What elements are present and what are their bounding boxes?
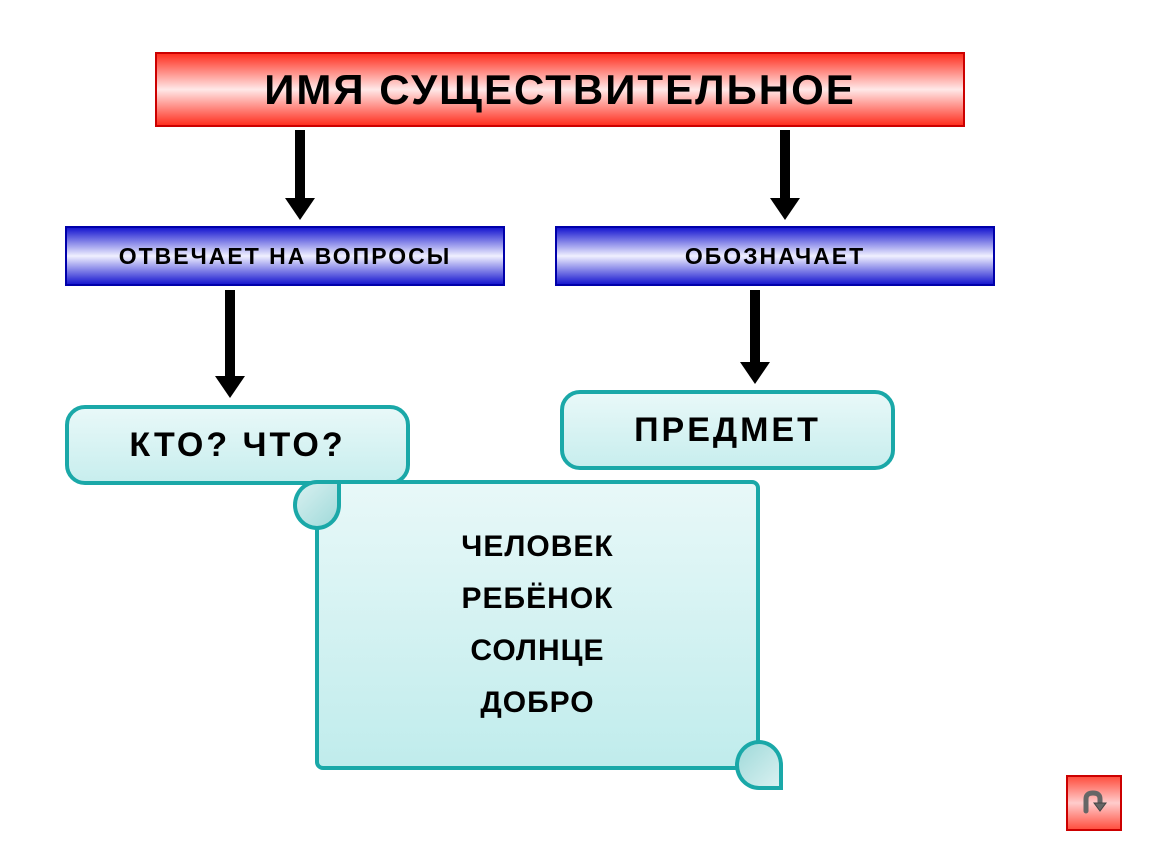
- mid-left-box: ОТВЕЧАЕТ НА ВОПРОСЫ: [65, 226, 505, 286]
- title-text: ИМЯ СУЩЕСТВИТЕЛЬНОЕ: [264, 66, 856, 114]
- u-turn-icon: [1076, 785, 1112, 821]
- back-button[interactable]: [1066, 775, 1122, 831]
- scroll-curl-top-left: [293, 480, 341, 530]
- leaf-left-text: КТО? ЧТО?: [129, 426, 345, 465]
- scroll-item-2: СОЛНЦЕ: [470, 634, 604, 668]
- mid-right-text: ОБОЗНАЧАЕТ: [685, 243, 865, 270]
- scroll-box: ЧЕЛОВЕК РЕБЁНОК СОЛНЦЕ ДОБРО: [315, 480, 760, 770]
- leaf-left-box: КТО? ЧТО?: [65, 405, 410, 485]
- scroll-item-1: РЕБЁНОК: [462, 582, 614, 616]
- leaf-right-box: ПРЕДМЕТ: [560, 390, 895, 470]
- mid-right-box: ОБОЗНАЧАЕТ: [555, 226, 995, 286]
- scroll-item-3: ДОБРО: [480, 686, 594, 720]
- title-box: ИМЯ СУЩЕСТВИТЕЛЬНОЕ: [155, 52, 965, 127]
- arrow-midleft-to-leaf: [225, 290, 235, 380]
- arrow-midright-to-leaf: [750, 290, 760, 366]
- leaf-right-text: ПРЕДМЕТ: [634, 411, 821, 450]
- scroll-curl-bottom-right: [735, 740, 783, 790]
- arrow-title-to-left: [295, 130, 305, 202]
- arrow-title-to-right: [780, 130, 790, 202]
- mid-left-text: ОТВЕЧАЕТ НА ВОПРОСЫ: [119, 243, 452, 270]
- scroll-item-0: ЧЕЛОВЕК: [461, 530, 613, 564]
